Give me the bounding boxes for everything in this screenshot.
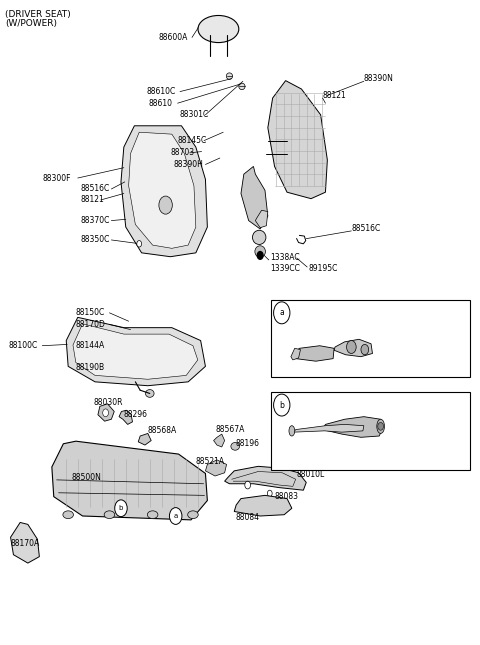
Text: 88567A: 88567A (215, 425, 244, 434)
Text: 88190B: 88190B (76, 363, 105, 372)
Ellipse shape (289, 426, 295, 436)
Ellipse shape (239, 83, 245, 90)
Polygon shape (138, 433, 151, 445)
Ellipse shape (63, 511, 73, 519)
Ellipse shape (231, 442, 240, 450)
Circle shape (274, 302, 290, 324)
Text: 1129EH: 1129EH (347, 332, 376, 341)
Circle shape (137, 241, 142, 247)
Ellipse shape (145, 390, 154, 397)
Text: 88390H: 88390H (174, 160, 204, 169)
Polygon shape (214, 434, 225, 447)
Polygon shape (73, 324, 198, 379)
Text: 88100C: 88100C (9, 341, 38, 350)
Text: b: b (119, 505, 123, 511)
Text: 88568A: 88568A (148, 426, 177, 435)
Circle shape (347, 341, 356, 353)
Text: 88521A: 88521A (196, 457, 225, 466)
Circle shape (169, 508, 182, 524)
Circle shape (115, 500, 127, 517)
Polygon shape (119, 410, 132, 424)
Polygon shape (268, 81, 327, 199)
Text: 88610C: 88610C (146, 87, 176, 96)
Text: 88084: 88084 (235, 513, 259, 522)
Polygon shape (11, 522, 39, 563)
Text: 88144A: 88144A (76, 341, 105, 350)
Polygon shape (323, 417, 382, 437)
Polygon shape (234, 495, 292, 516)
Text: 88121: 88121 (323, 91, 346, 100)
Text: 88300F: 88300F (42, 174, 71, 183)
Text: 88145C: 88145C (178, 136, 207, 145)
Text: 88448A: 88448A (277, 346, 307, 355)
Text: 88509A: 88509A (277, 433, 307, 442)
Text: (DRIVER SEAT): (DRIVER SEAT) (5, 10, 71, 19)
Text: 88516C: 88516C (81, 184, 110, 194)
Polygon shape (66, 317, 205, 386)
Circle shape (257, 252, 263, 259)
Polygon shape (52, 441, 207, 520)
Circle shape (361, 344, 369, 355)
Text: 88150C: 88150C (76, 308, 105, 317)
Text: b: b (279, 401, 284, 410)
Text: 88516C: 88516C (351, 224, 381, 233)
Text: 88301C: 88301C (180, 110, 209, 119)
Text: 88083: 88083 (275, 492, 299, 501)
Text: 1338AC: 1338AC (270, 253, 300, 263)
Text: 88196: 88196 (235, 439, 259, 448)
Text: 88121: 88121 (81, 195, 104, 204)
Circle shape (159, 196, 172, 214)
Text: 88500N: 88500N (71, 473, 101, 482)
Text: 1339CC: 1339CC (270, 264, 300, 273)
Text: 89195C: 89195C (308, 264, 337, 273)
Circle shape (378, 422, 384, 430)
Polygon shape (225, 466, 306, 490)
Polygon shape (255, 210, 268, 228)
Circle shape (103, 409, 108, 417)
Text: 88170A: 88170A (11, 539, 40, 548)
Circle shape (274, 394, 290, 416)
Ellipse shape (252, 230, 266, 244)
Text: 88610: 88610 (149, 99, 173, 108)
Text: 88296: 88296 (124, 410, 148, 419)
Bar (271, 392, 470, 470)
Text: 88350C: 88350C (81, 235, 110, 244)
Polygon shape (291, 348, 300, 360)
Text: a: a (174, 513, 178, 519)
Ellipse shape (188, 511, 198, 519)
Ellipse shape (226, 73, 232, 79)
Text: 88170D: 88170D (76, 320, 106, 329)
Polygon shape (294, 424, 364, 432)
Ellipse shape (377, 419, 384, 433)
Text: 88390N: 88390N (364, 74, 394, 83)
Polygon shape (121, 126, 207, 257)
Text: 88030R: 88030R (94, 398, 123, 407)
Polygon shape (293, 346, 334, 361)
Polygon shape (129, 132, 196, 248)
Polygon shape (334, 339, 372, 357)
Polygon shape (98, 404, 114, 421)
Circle shape (267, 490, 272, 497)
Text: a: a (279, 308, 284, 317)
Ellipse shape (147, 511, 158, 519)
Text: 88600A: 88600A (158, 33, 188, 42)
Text: 88370C: 88370C (81, 216, 110, 225)
Bar (271, 300, 470, 377)
Ellipse shape (255, 246, 265, 257)
Text: (W/POWER): (W/POWER) (5, 19, 57, 28)
Ellipse shape (104, 511, 115, 519)
Polygon shape (205, 460, 227, 476)
Ellipse shape (198, 15, 239, 43)
Text: 88703: 88703 (170, 148, 194, 157)
Text: 88010L: 88010L (297, 470, 325, 479)
Polygon shape (241, 166, 268, 229)
Text: 88813A: 88813A (359, 419, 388, 428)
Circle shape (245, 481, 251, 489)
